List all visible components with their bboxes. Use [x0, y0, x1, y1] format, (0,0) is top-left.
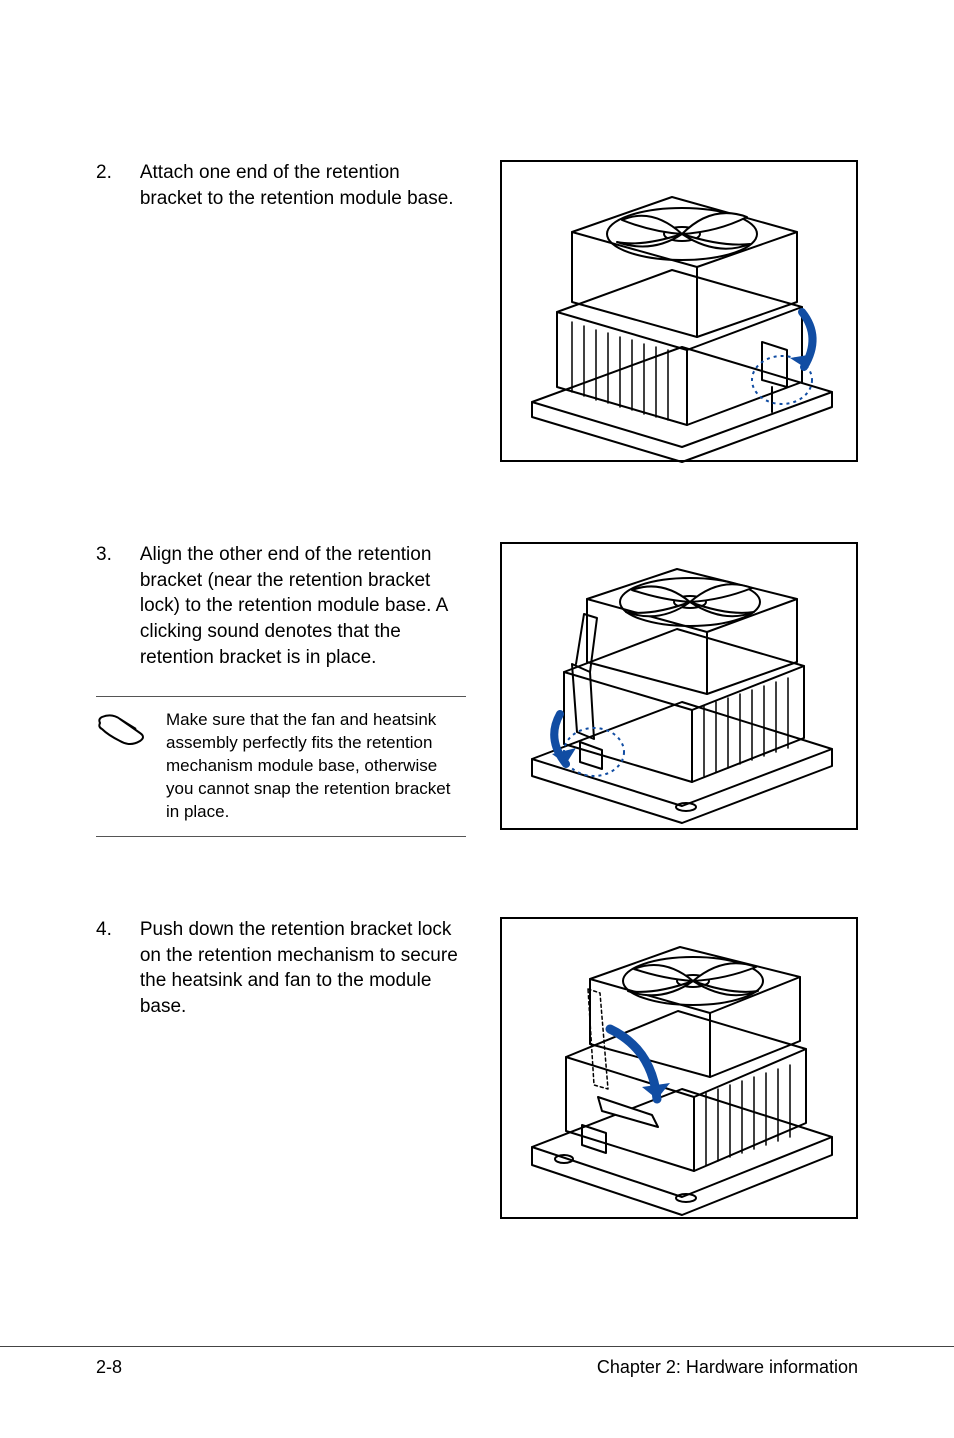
step-2-figure: [500, 160, 858, 462]
step-image-wrap: [494, 160, 858, 462]
step-body: Align the other end of the retention bra…: [140, 542, 466, 670]
heatsink-bracket-align-icon: [502, 544, 860, 832]
step-text: 3. Align the other end of the retention …: [96, 542, 466, 670]
step-text: 2. Attach one end of the retention brack…: [96, 160, 466, 211]
footer-page-number: 2-8: [96, 1357, 122, 1378]
footer-chapter: Chapter 2: Hardware information: [597, 1357, 858, 1378]
step-text: 4. Push down the retention bracket lock …: [96, 917, 466, 1020]
step-image-wrap: [494, 917, 858, 1219]
page-content: 2. Attach one end of the retention brack…: [0, 0, 954, 1330]
step-body: Attach one end of the retention bracket …: [140, 160, 466, 211]
step-text-col: 4. Push down the retention bracket lock …: [96, 917, 466, 1020]
page-footer: 2-8 Chapter 2: Hardware information: [0, 1346, 954, 1438]
step-2: 2. Attach one end of the retention brack…: [96, 160, 858, 462]
step-text-col: 3. Align the other end of the retention …: [96, 542, 466, 837]
step-number: 4.: [96, 917, 112, 943]
step-image-wrap: [494, 542, 858, 830]
step-4-figure: [500, 917, 858, 1219]
note-block: Make sure that the fan and heatsink asse…: [96, 696, 466, 837]
step-3: 3. Align the other end of the retention …: [96, 542, 858, 837]
step-number: 3.: [96, 542, 112, 568]
step-3-figure: [500, 542, 858, 830]
step-body: Push down the retention bracket lock on …: [140, 917, 466, 1020]
note-hand-icon: [96, 709, 148, 756]
step-4: 4. Push down the retention bracket lock …: [96, 917, 858, 1219]
step-text-col: 2. Attach one end of the retention brack…: [96, 160, 466, 211]
heatsink-bracket-lock-icon: [502, 919, 860, 1221]
note-inner: Make sure that the fan and heatsink asse…: [96, 696, 466, 837]
heatsink-bracket-attach-icon: [502, 162, 860, 464]
step-number: 2.: [96, 160, 112, 186]
note-text: Make sure that the fan and heatsink asse…: [166, 709, 466, 824]
